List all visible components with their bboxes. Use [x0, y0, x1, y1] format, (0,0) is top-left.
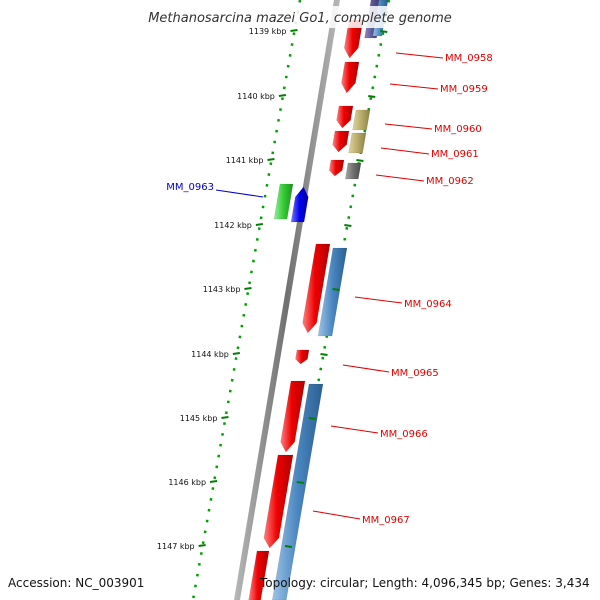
gene-label-leader: [215, 189, 264, 198]
gene-khaki-feature: [352, 109, 371, 131]
kbp-tick-mark-outer: [368, 95, 376, 98]
gene-label[interactable]: MM_0967: [362, 515, 410, 526]
gene-label[interactable]: MM_0963: [166, 182, 214, 193]
gene-mm0963-arrow: [290, 186, 309, 223]
kbp-tick-mark-outer: [320, 353, 328, 356]
kbp-tick-label: 1139 kbp: [249, 27, 287, 36]
kbp-tick-mark: [290, 29, 298, 32]
gene-label[interactable]: MM_0958: [445, 53, 493, 64]
gene-mm0967-arrow: [263, 454, 294, 549]
gene-label-leader: [384, 123, 433, 130]
gene-label-leader: [342, 364, 390, 373]
kbp-tick-mark-outer: [332, 288, 340, 291]
gene-mm0959-arrow: [341, 61, 360, 94]
gene-label[interactable]: MM_0964: [404, 299, 452, 310]
topology-text: Topology: circular; Length: 4,096,345 bp…: [259, 576, 590, 590]
gene-khaki-feature: [348, 132, 367, 154]
gene-labels: MM_0958 MM_0959 MM_0960 MM_0961 MM_0962 MM_09…: [166, 52, 493, 526]
gene-label-leader: [312, 510, 361, 520]
kbp-tick-label: 1144 kbp: [191, 350, 229, 359]
kbp-tick-mark: [255, 223, 264, 226]
gene-mm0966-arrow: [280, 380, 306, 453]
gene-label[interactable]: MM_0962: [426, 176, 474, 187]
kbp-tick-label: 1146 kbp: [168, 478, 206, 487]
kbp-tick-label: 1143 kbp: [203, 285, 241, 294]
kbp-tick-label: 1141 kbp: [226, 156, 264, 165]
gene-label-leader: [380, 147, 430, 155]
kbp-tick-label: 1140 kbp: [237, 92, 275, 101]
kbp-tick-mark: [209, 480, 218, 483]
gene-mm0961-arrow: [332, 130, 350, 153]
gene-gray-feature: [344, 162, 362, 180]
gene-label-leader: [354, 296, 403, 304]
kbp-tick-mark-outer: [296, 481, 304, 484]
kbp-tick-mark-outer: [308, 417, 316, 420]
gene-mm0964-arrow: [302, 243, 331, 334]
gene-blue-feature: [272, 383, 324, 600]
gene-label[interactable]: MM_0961: [431, 149, 479, 160]
kbp-tick-label: 1147 kbp: [157, 542, 195, 551]
kbp-tick-label: 1142 kbp: [214, 221, 252, 230]
kbp-tick-mark-outer: [344, 224, 352, 227]
kbp-tick-mark: [267, 158, 275, 161]
gene-label-leader: [330, 425, 379, 434]
gene-label[interactable]: MM_0965: [391, 368, 439, 379]
outer-ring-left: [191, 0, 302, 600]
gene-label-leader: [395, 52, 444, 59]
gene-label-leader: [375, 174, 425, 182]
kbp-tick-mark: [221, 416, 229, 419]
gene-red-feature: [248, 550, 270, 600]
gene-label[interactable]: MM_0959: [440, 84, 488, 95]
gene-blue-feature: [317, 247, 348, 337]
gene-mm0962-arrow: [328, 159, 345, 177]
kbp-tick-mark-outer: [356, 159, 364, 162]
gene-label[interactable]: MM_0960: [434, 124, 482, 135]
gene-features: [248, 0, 389, 600]
kbp-tick-label: 1145 kbp: [180, 414, 218, 423]
kbp-tick-mark-outer: [284, 545, 293, 548]
gene-mm0960-arrow: [336, 105, 354, 129]
gene-mm0965-arrow: [295, 349, 310, 365]
kbp-tick-mark: [244, 287, 252, 290]
kbp-tick-mark: [278, 94, 287, 97]
accession-text: Accession: NC_003901: [8, 576, 144, 590]
gene-green-feature: [273, 183, 294, 220]
kbp-tick-mark-outer: [380, 30, 388, 33]
kbp-tick-mark: [198, 544, 206, 547]
kbp-ticks: 1139 kbp 1140 kbp 1141 kbp 1142 kbp 1143 kbp…: [157, 27, 388, 551]
gene-label[interactable]: MM_0966: [380, 429, 428, 440]
kbp-tick-mark: [232, 352, 241, 355]
genome-backbone: [234, 0, 340, 600]
map-title: Methanosarcina mazei Go1, complete genom…: [148, 11, 452, 26]
gene-label-leader: [389, 83, 439, 90]
